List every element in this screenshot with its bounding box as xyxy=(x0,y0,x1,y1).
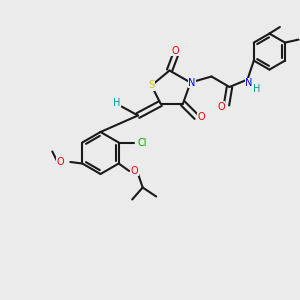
Text: N: N xyxy=(245,78,253,88)
Text: O: O xyxy=(217,101,225,112)
Text: N: N xyxy=(188,77,196,88)
Text: O: O xyxy=(56,157,64,167)
Text: O: O xyxy=(172,46,179,56)
Text: H: H xyxy=(113,98,121,108)
Text: H: H xyxy=(253,83,260,94)
Text: O: O xyxy=(131,166,138,176)
Text: O: O xyxy=(197,112,205,122)
Text: Cl: Cl xyxy=(138,137,147,148)
Text: S: S xyxy=(148,80,154,91)
